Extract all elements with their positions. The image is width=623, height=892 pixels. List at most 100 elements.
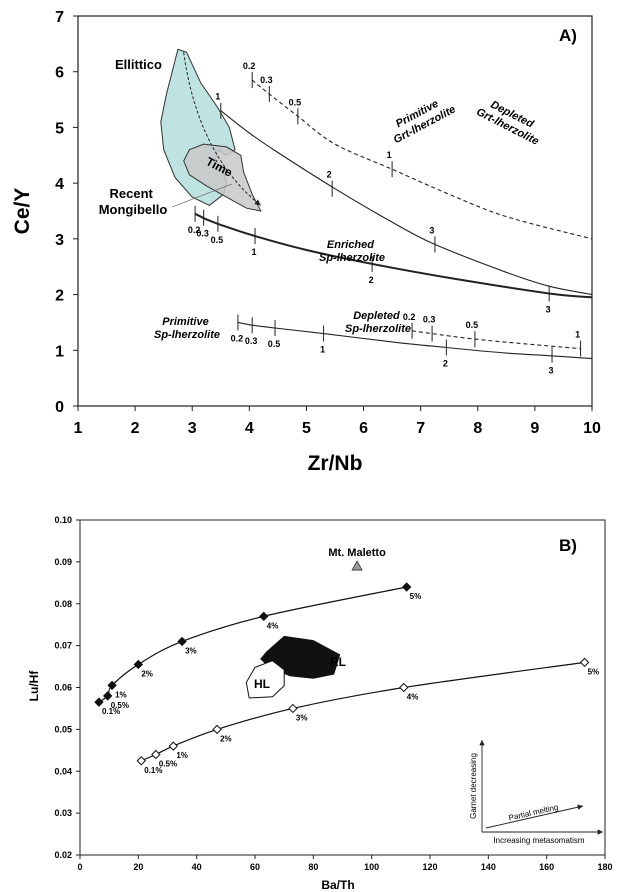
- tick-label-depleted_sp-3: 1: [575, 330, 580, 340]
- y-tick-label-b: 0.06: [54, 683, 72, 693]
- tick-label-primitive_sp-0: 0.2: [231, 333, 244, 343]
- curve-depleted_grt: [251, 79, 593, 240]
- y-tick-label-b: 0.05: [54, 724, 72, 734]
- tick-label-enriched_sp-3: 1: [252, 247, 257, 257]
- x-tick-label-a: 7: [416, 420, 425, 437]
- primitive-sp-label: Primitive Sp-lherzolite: [154, 316, 220, 341]
- tick-label-enriched_sp-2: 0.5: [211, 235, 224, 245]
- point-lower-1: [151, 749, 161, 760]
- y-tick-label-a: 3: [55, 232, 64, 249]
- y-tick-label-a: 1: [55, 343, 64, 360]
- y-tick-label-b: 0.08: [54, 599, 72, 609]
- curve-lower: [141, 661, 585, 762]
- tick-label-depleted_sp-1: 0.3: [423, 315, 436, 325]
- x-tick-label-a: 5: [302, 420, 311, 437]
- point-label-lower-6: 5%: [588, 667, 600, 676]
- inset-y-arrow-label: Garnet decreasing: [469, 753, 478, 819]
- fields-b: [245, 635, 341, 699]
- x-tick-label-a: 1: [74, 420, 83, 437]
- y-tick-label-a: 4: [55, 176, 64, 193]
- x-tick-label-a: 2: [131, 420, 140, 437]
- y-tick-label-b: 0.04: [54, 766, 72, 776]
- x-tick-label-b: 20: [133, 862, 143, 872]
- point-label-upper-2: 1%: [115, 690, 127, 699]
- fields-a: [160, 48, 262, 212]
- rl-label: RL: [330, 655, 346, 669]
- point-lower-4: [288, 703, 298, 714]
- y-axis-title-b: Lu/Hf: [27, 670, 41, 702]
- recent-mongibello-label: Recent Mongibello: [99, 186, 168, 217]
- x-tick-label-a: 6: [359, 420, 368, 437]
- y-tick-label-b: 0.03: [54, 808, 72, 818]
- mt-maletto-label: Mt. Maletto: [328, 547, 386, 559]
- point-upper-0: [94, 697, 104, 707]
- tick-label-enriched_sp-0: 0.2: [188, 225, 201, 235]
- x-tick-label-a: 8: [473, 420, 482, 437]
- x-axis-title-a: Zr/Nb: [308, 452, 363, 475]
- curve-primitive_grt: [220, 110, 593, 296]
- tick-label-primitive_grt-2: 3: [429, 225, 434, 235]
- tick-label-enriched_sp-4: 2: [369, 275, 374, 285]
- point-upper-3: [133, 659, 144, 670]
- tick-label-primitive_grt-0: 1: [215, 92, 220, 102]
- mt-maletto-marker: [351, 560, 363, 571]
- point-upper-6: [401, 582, 412, 592]
- enriched-sp-label: Enriched Sp-lherzolite: [319, 239, 385, 264]
- point-lower-3: [212, 724, 222, 735]
- depleted-sp-label: Depleted Sp-lherzolite: [345, 310, 411, 335]
- point-label-upper-5: 4%: [267, 621, 279, 630]
- tick-label-depleted_sp-0: 0.2: [403, 312, 416, 322]
- point-lower-2: [168, 741, 179, 751]
- point-lower-6: [579, 657, 590, 668]
- y-axis-title-a: Ce/Y: [11, 188, 34, 235]
- curve-depleted_sp: [412, 330, 581, 350]
- point-label-lower-5: 4%: [407, 693, 419, 702]
- plot-area-b: [79, 519, 606, 856]
- tick-label-primitive_sp-1: 0.3: [245, 336, 258, 346]
- primitive-grt-label: Primitive Grt-lherzolite: [386, 92, 458, 146]
- point-label-upper-6: 5%: [410, 592, 422, 601]
- tick-label-depleted_grt-3: 1: [387, 150, 392, 160]
- x-tick-label-b: 160: [539, 862, 554, 872]
- tick-label-depleted_grt-1: 0.3: [260, 75, 273, 85]
- point-label-lower-0: 0.1%: [144, 766, 162, 775]
- tick-label-primitive_sp-2: 0.5: [268, 339, 281, 349]
- plot-area-a: [77, 15, 593, 407]
- point-label-upper-1: 0.5%: [111, 701, 129, 710]
- field-recent-mongibello: [183, 143, 262, 212]
- y-tick-label-b: 0.10: [54, 515, 72, 525]
- curve-enriched_sp: [194, 212, 593, 299]
- point-upper-4: [177, 636, 187, 647]
- depleted-grt-label: Depleted Grt-lherzolite: [474, 94, 546, 147]
- y-tick-label-b: 0.02: [54, 850, 72, 860]
- x-tick-label-b: 60: [250, 862, 260, 872]
- curves-b: 0.1%0.5%1%2%3%4%5%0.1%0.5%1%2%3%4%5%Mt. …: [94, 547, 600, 775]
- y-tick-label-a: 6: [55, 65, 64, 82]
- ellittico-label: Ellittico: [115, 57, 162, 72]
- x-tick-label-a: 4: [245, 420, 254, 437]
- point-upper-1: [103, 691, 113, 701]
- y-tick-label-b: 0.07: [54, 641, 72, 651]
- time-arrow: [183, 52, 262, 206]
- point-label-upper-0: 0.1%: [102, 707, 120, 716]
- point-label-upper-4: 3%: [185, 646, 197, 655]
- point-label-upper-3: 2%: [141, 669, 153, 678]
- recent-mongibello-leader: [171, 183, 233, 208]
- point-upper-5: [259, 611, 269, 622]
- y-tick-label-a: 0: [55, 399, 64, 416]
- panel-label-a: A): [559, 26, 577, 45]
- x-tick-label-a: 10: [583, 420, 601, 437]
- point-lower-0: [136, 756, 146, 766]
- tick-label-enriched_sp-1: 0.3: [196, 229, 209, 239]
- inset-diag-arrow: [485, 804, 584, 829]
- tick-label-depleted_grt-2: 0.5: [289, 97, 302, 107]
- point-label-lower-3: 2%: [220, 734, 232, 743]
- chart-panel-b: 0.1%0.5%1%2%3%4%5%0.1%0.5%1%2%3%4%5%Mt. …: [27, 515, 613, 892]
- y-tick-label-b: 0.09: [54, 557, 72, 567]
- inset-diag-arrow-label: Partial melting: [508, 803, 559, 823]
- tick-label-primitive_sp-5: 3: [549, 366, 554, 376]
- x-tick-label-b: 0: [77, 862, 82, 872]
- x-axis-title-b: Ba/Th: [321, 878, 354, 892]
